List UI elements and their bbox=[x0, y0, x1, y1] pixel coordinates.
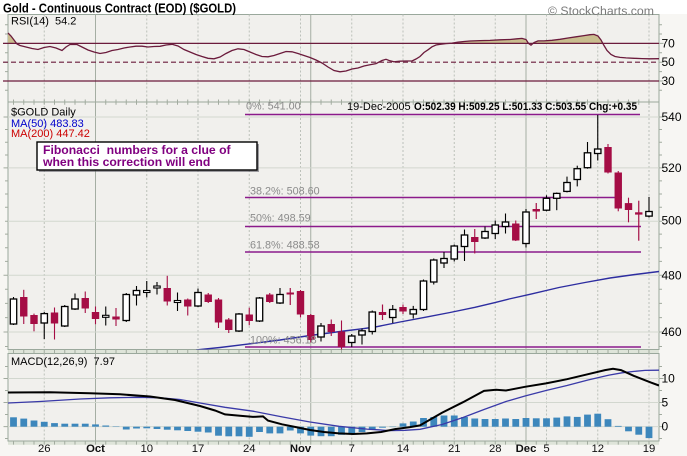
svg-text:26: 26 bbox=[38, 443, 51, 455]
svg-text:500: 500 bbox=[662, 214, 682, 228]
svg-text:520: 520 bbox=[662, 161, 682, 175]
svg-text:Gold - Continuous Contract (EO: Gold - Continuous Contract (EOD) ($GOLD) bbox=[3, 1, 236, 16]
svg-text:7: 7 bbox=[349, 443, 355, 455]
svg-text:5: 5 bbox=[662, 396, 669, 410]
svg-text:61.8%: 488.58: 61.8%: 488.58 bbox=[250, 240, 320, 252]
svg-text:© StockCharts.com: © StockCharts.com bbox=[548, 4, 654, 18]
svg-text:19: 19 bbox=[643, 443, 656, 455]
svg-text:$GOLD Daily: $GOLD Daily bbox=[11, 107, 76, 119]
svg-text:12: 12 bbox=[591, 443, 604, 455]
svg-text:Oct: Oct bbox=[86, 443, 105, 455]
svg-text:24: 24 bbox=[243, 443, 256, 455]
svg-text:when this correction will end: when this correction will end bbox=[42, 155, 210, 169]
svg-text:MA(200) 447.42: MA(200) 447.42 bbox=[11, 128, 90, 140]
svg-text:MA(50) 483.83: MA(50) 483.83 bbox=[11, 118, 84, 130]
svg-text:Fibonacci numbers for a clue: Fibonacci numbers for a clue of bbox=[43, 143, 232, 157]
svg-text:70: 70 bbox=[662, 37, 676, 51]
svg-text:MACD(12,26,9) 7.97: MACD(12,26,9) 7.97 bbox=[11, 356, 115, 368]
svg-text:O:502.39 H:509.25 L:501.33 C:5: O:502.39 H:509.25 L:501.33 C:503.55 Chg:… bbox=[414, 101, 637, 113]
svg-text:0: 0 bbox=[662, 420, 669, 434]
svg-text:30: 30 bbox=[662, 74, 676, 88]
svg-text:100%: 456.18: 100%: 456.18 bbox=[250, 335, 317, 347]
svg-text:28: 28 bbox=[489, 443, 502, 455]
svg-text:Nov: Nov bbox=[290, 443, 312, 455]
svg-text:5: 5 bbox=[543, 443, 549, 455]
svg-text:38.2%: 508.60: 38.2%: 508.60 bbox=[250, 186, 320, 198]
svg-text:480: 480 bbox=[662, 268, 682, 282]
svg-text:460: 460 bbox=[662, 325, 682, 339]
svg-text:21: 21 bbox=[448, 443, 461, 455]
svg-text:Dec: Dec bbox=[516, 443, 537, 455]
svg-text:0%: 541.00: 0%: 541.00 bbox=[246, 101, 301, 113]
svg-text:540: 540 bbox=[662, 110, 682, 124]
svg-text:10: 10 bbox=[662, 372, 676, 386]
svg-text:19-Dec-2005: 19-Dec-2005 bbox=[347, 101, 411, 113]
svg-text:50: 50 bbox=[662, 55, 676, 69]
svg-text:50%: 498.59: 50%: 498.59 bbox=[250, 213, 311, 225]
svg-text:10: 10 bbox=[140, 443, 153, 455]
svg-text:RSI(14) 54.2: RSI(14) 54.2 bbox=[11, 16, 76, 28]
svg-text:14: 14 bbox=[397, 443, 410, 455]
svg-text:17: 17 bbox=[192, 443, 205, 455]
